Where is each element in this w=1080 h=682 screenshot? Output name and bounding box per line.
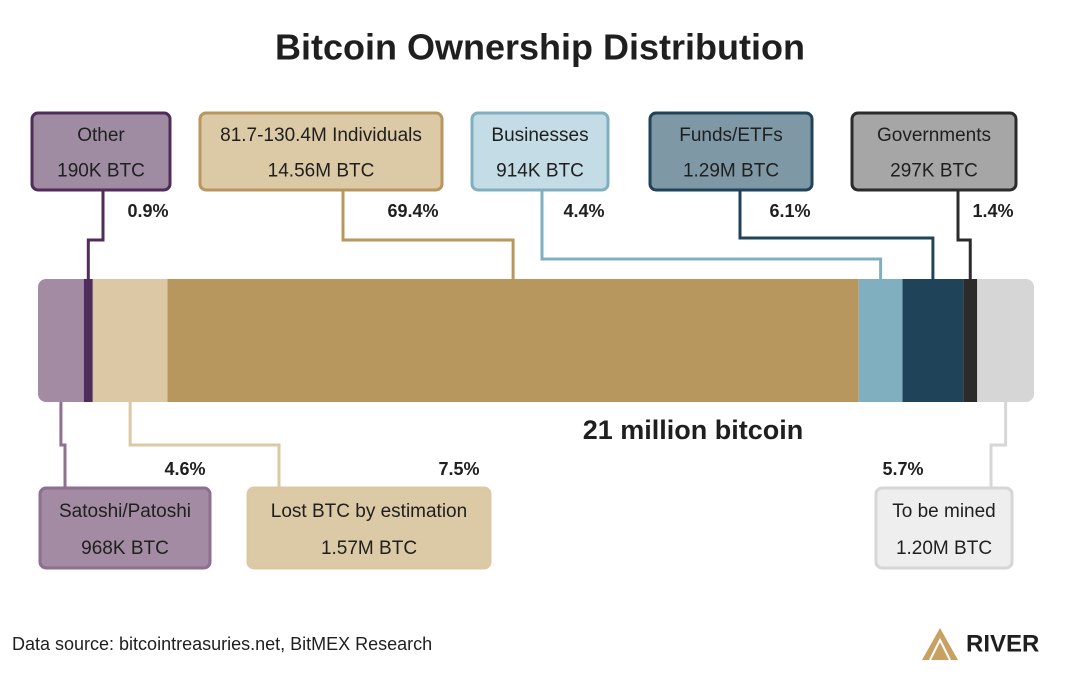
amount-label: 914K BTC bbox=[496, 161, 584, 182]
connector bbox=[956, 190, 972, 279]
value-label: 7.5% bbox=[438, 459, 479, 479]
value-label: 4.4% bbox=[563, 201, 604, 221]
amount-label: 1.57M BTC bbox=[321, 538, 417, 559]
connector bbox=[86, 190, 105, 279]
callout-box bbox=[30, 111, 172, 192]
brand-logo bbox=[922, 628, 958, 661]
source-note: Data source: bitcointreasuries.net, BitM… bbox=[12, 634, 432, 654]
legend-label: Businesses bbox=[491, 125, 588, 146]
legend-label: 81.7-130.4M Individuals bbox=[220, 125, 422, 146]
annotation: 21 million bitcoin bbox=[583, 415, 804, 445]
callout-box bbox=[850, 111, 1018, 192]
legend-label: Other bbox=[77, 125, 125, 146]
value-label: 5.7% bbox=[882, 459, 923, 479]
bar-segment bbox=[167, 279, 859, 402]
connector bbox=[738, 190, 935, 279]
value-label: 4.6% bbox=[164, 459, 205, 479]
legend-label: Funds/ETFs bbox=[679, 125, 782, 146]
callout-box bbox=[648, 111, 814, 192]
amount-label: 968K BTC bbox=[81, 538, 169, 559]
amount-label: 1.20M BTC bbox=[896, 538, 992, 559]
bar-segment bbox=[92, 279, 168, 402]
connector bbox=[989, 402, 1008, 488]
legend-label: Governments bbox=[877, 125, 991, 146]
chart-title: Bitcoin Ownership Distribution bbox=[275, 27, 805, 68]
amount-label: 1.29M BTC bbox=[683, 161, 779, 182]
connector bbox=[128, 402, 281, 488]
callout-box bbox=[246, 486, 492, 570]
connector bbox=[59, 402, 67, 488]
legend-label: Satoshi/Patoshi bbox=[59, 501, 191, 522]
amount-label: 14.56M BTC bbox=[268, 161, 375, 182]
bar-segment bbox=[38, 279, 84, 402]
callout-box bbox=[38, 486, 212, 570]
value-label: 1.4% bbox=[972, 201, 1013, 221]
callout-box bbox=[198, 111, 444, 192]
bar-segment bbox=[977, 279, 1034, 402]
amount-label: 297K BTC bbox=[890, 161, 978, 182]
value-label: 69.4% bbox=[387, 201, 438, 221]
brand-name: RIVER bbox=[966, 630, 1039, 657]
bar-segment bbox=[83, 279, 93, 402]
bar-segment bbox=[902, 279, 964, 402]
connector bbox=[341, 190, 515, 279]
bar-segment bbox=[858, 279, 903, 402]
amount-label: 190K BTC bbox=[57, 161, 145, 182]
callout-box bbox=[874, 486, 1014, 570]
bar-segment bbox=[963, 279, 978, 402]
value-label: 0.9% bbox=[127, 201, 168, 221]
stacked-bar bbox=[38, 279, 1034, 402]
callout-box bbox=[470, 111, 610, 192]
legend-label: Lost BTC by estimation bbox=[271, 501, 467, 522]
connector bbox=[540, 190, 883, 279]
legend-label: To be mined bbox=[892, 501, 996, 522]
value-label: 6.1% bbox=[769, 201, 810, 221]
